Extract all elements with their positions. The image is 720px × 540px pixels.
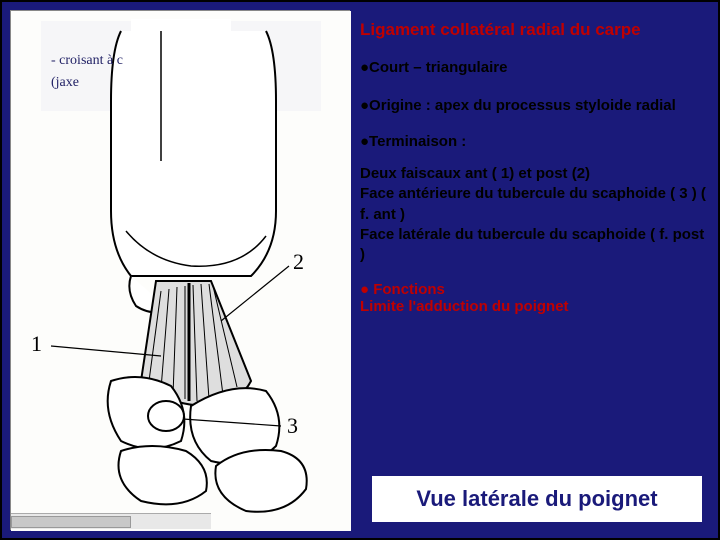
caption-text: Vue latérale du poignet: [416, 486, 657, 511]
image-panel: 1 2 3 - croisant à c (jaxe: [10, 10, 350, 530]
desc-line-2: Face antérieure du tubercule du scaphoid…: [360, 184, 708, 225]
fonctions-block: ● Fonctions Limite l'adduction du poigne…: [360, 281, 708, 315]
label-1: 1: [31, 331, 42, 357]
bullet-origin: ●Origine : apex du processus styloide ra…: [360, 96, 708, 116]
label-3: 3: [287, 413, 298, 439]
scrollbar-thumb[interactable]: [11, 516, 131, 528]
desc-line-1: Deux faiscaux ant ( 1) et post (2): [360, 164, 708, 184]
label-2: 2: [293, 249, 304, 275]
caption-box: Vue latérale du poignet: [372, 476, 702, 522]
fonctions-text: Limite l'adduction du poignet: [360, 298, 708, 315]
faded-note-1: - croisant à c: [51, 51, 123, 71]
slide-heading: Ligament collatéral radial du carpe: [360, 20, 708, 40]
terminaison-heading: ●Terminaison :: [360, 133, 708, 150]
terminaison-description: Deux faiscaux ant ( 1) et post (2) Face …: [360, 164, 708, 265]
faded-note-2: (jaxe: [51, 73, 79, 93]
anatomical-drawing: 1 2 3 - croisant à c (jaxe: [11, 11, 349, 529]
desc-line-3: Face latérale du tubercule du scaphoide …: [360, 225, 708, 266]
scrollbar-horizontal[interactable]: [11, 513, 211, 529]
text-panel: Ligament collatéral radial du carpe ●Cou…: [350, 2, 718, 538]
slide-container: 1 2 3 - croisant à c (jaxe Ligament coll…: [0, 0, 720, 540]
fonctions-label: ● Fonctions: [360, 281, 708, 298]
bullet-shape: ●Court – triangulaire: [360, 58, 708, 78]
